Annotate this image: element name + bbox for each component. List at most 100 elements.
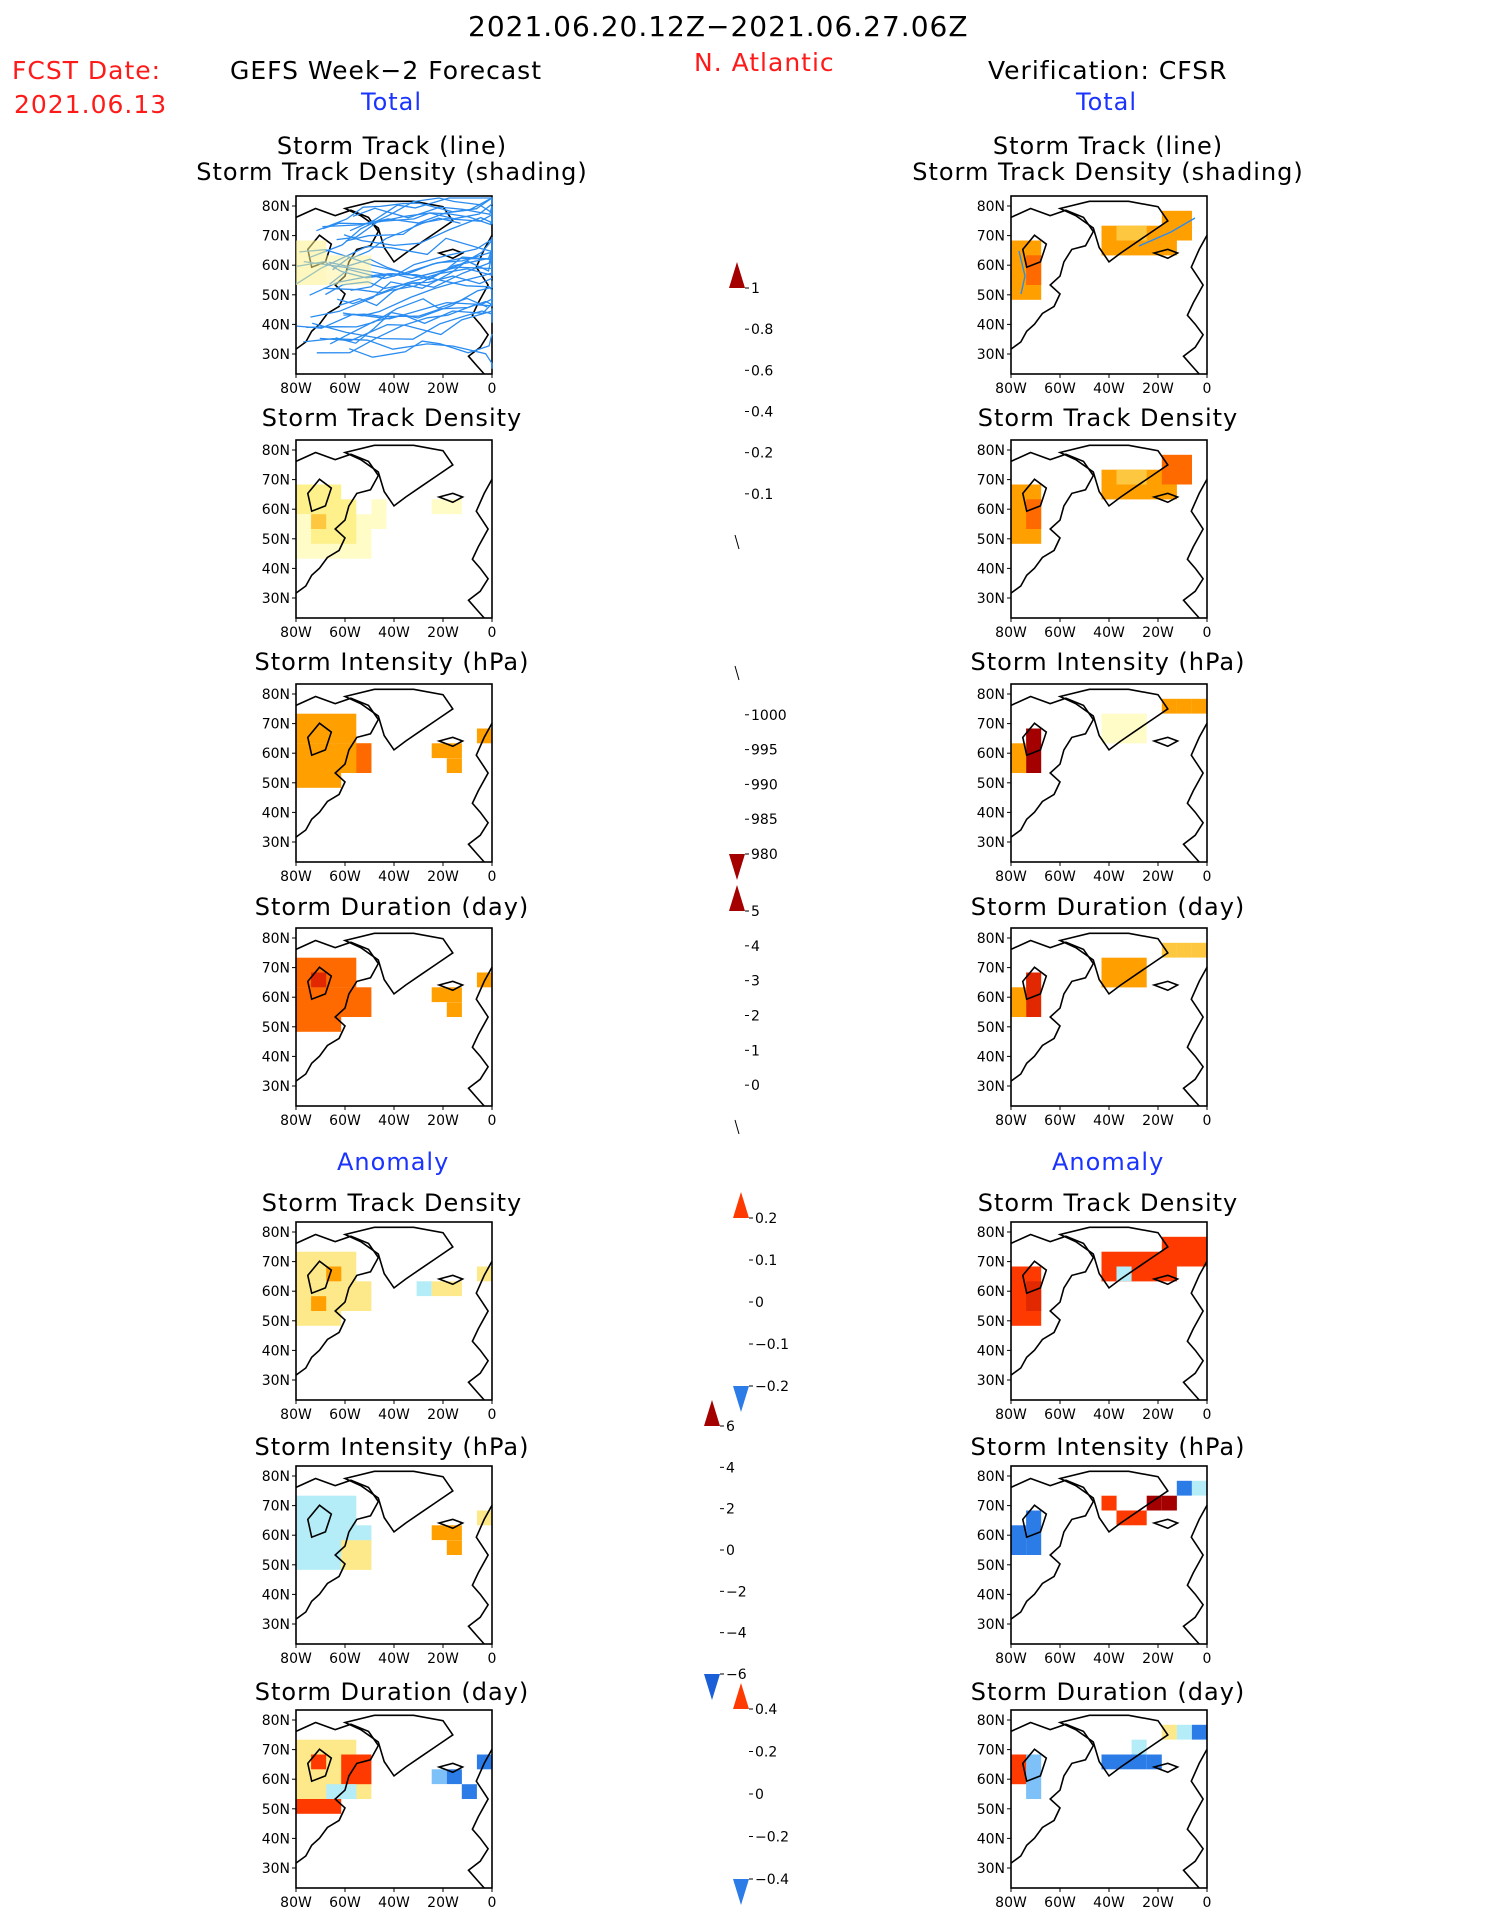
right-column-title: Verification: CFSR xyxy=(988,56,1228,85)
svg-text:30N: 30N xyxy=(977,1861,1005,1877)
svg-text:1: 1 xyxy=(751,281,760,297)
right-total-label: Total xyxy=(1076,88,1138,116)
svg-text:30N: 30N xyxy=(977,1079,1005,1095)
svg-text:80W: 80W xyxy=(995,1651,1027,1667)
left-track-line-title: Storm Track (line) xyxy=(276,132,508,160)
svg-text:80N: 80N xyxy=(262,1225,290,1241)
svg-text:80W: 80W xyxy=(280,625,312,641)
svg-text:30N: 30N xyxy=(977,591,1005,607)
svg-text:70N: 70N xyxy=(262,1743,290,1759)
svg-text:80N: 80N xyxy=(262,199,290,215)
svg-text:30N: 30N xyxy=(262,1861,290,1877)
svg-text:4: 4 xyxy=(726,1460,735,1476)
svg-text:40W: 40W xyxy=(378,381,410,397)
right-map-total-intensity: 80N 70N 60N 50N 40N 30N 80W 60W 40W 20W 0 xyxy=(977,683,1211,885)
svg-text:0.2: 0.2 xyxy=(755,1211,777,1227)
svg-text:0: 0 xyxy=(726,1543,735,1559)
svg-text:0: 0 xyxy=(1203,1113,1212,1129)
right-map-anom-duration: 80N 70N 60N 50N 40N 30N 80W 60W 40W 20W 0 xyxy=(977,1709,1212,1911)
svg-text:50N: 50N xyxy=(977,288,1005,304)
svg-text:80W: 80W xyxy=(995,869,1027,885)
svg-text:0.2: 0.2 xyxy=(751,446,773,462)
svg-text:80W: 80W xyxy=(280,381,312,397)
svg-text:50N: 50N xyxy=(262,532,290,548)
svg-text:0: 0 xyxy=(488,869,497,885)
svg-text:−0.2: −0.2 xyxy=(755,1379,789,1395)
svg-text:50N: 50N xyxy=(262,1558,290,1574)
svg-text:70N: 70N xyxy=(977,717,1005,733)
right-map-total-density: 80N 70N 60N 50N 40N 30N 80W 60W 40W 20W 0 xyxy=(977,439,1211,641)
svg-text:80N: 80N xyxy=(262,1713,290,1729)
svg-text:70N: 70N xyxy=(977,229,1005,245)
svg-text:20W: 20W xyxy=(427,1113,459,1129)
right-track-shading-title: Storm Track Density (shading) xyxy=(912,158,1304,186)
svg-text:70N: 70N xyxy=(262,1255,290,1271)
svg-text:30N: 30N xyxy=(262,835,290,851)
svg-text:50N: 50N xyxy=(262,1802,290,1818)
svg-text:40W: 40W xyxy=(1093,625,1125,641)
right-anomaly-label: Anomaly xyxy=(1052,1148,1165,1176)
svg-text:60W: 60W xyxy=(1044,1113,1076,1129)
right-total-duration-title: Storm Duration (day) xyxy=(970,893,1246,921)
svg-text:80N: 80N xyxy=(977,1469,1005,1485)
svg-text:0.4: 0.4 xyxy=(751,405,773,421)
svg-text:0: 0 xyxy=(1203,1407,1212,1423)
svg-text:60N: 60N xyxy=(977,746,1005,762)
svg-text:0: 0 xyxy=(1203,1895,1212,1911)
svg-text:0: 0 xyxy=(1203,381,1212,397)
left-map-track: 80N 70N 60N 50N 40N 30N 80W 60W 40W 20W 0 xyxy=(262,195,497,397)
svg-text:50N: 50N xyxy=(977,1314,1005,1330)
svg-text:5: 5 xyxy=(751,904,760,920)
svg-text:80N: 80N xyxy=(262,443,290,459)
left-total-density-title: Storm Track Density xyxy=(261,404,523,432)
svg-text:70N: 70N xyxy=(262,229,290,245)
svg-text:80W: 80W xyxy=(995,1895,1027,1911)
right-anom-density-title: Storm Track Density xyxy=(977,1189,1239,1217)
svg-text:80N: 80N xyxy=(977,443,1005,459)
svg-text:50N: 50N xyxy=(262,776,290,792)
svg-text:40W: 40W xyxy=(1093,869,1125,885)
svg-text:80W: 80W xyxy=(995,1407,1027,1423)
svg-text:60N: 60N xyxy=(262,990,290,1006)
svg-text:60N: 60N xyxy=(977,990,1005,1006)
svg-text:60W: 60W xyxy=(329,1113,361,1129)
svg-text:40N: 40N xyxy=(262,1587,290,1603)
svg-text:40N: 40N xyxy=(977,1049,1005,1065)
svg-text:80N: 80N xyxy=(977,1713,1005,1729)
svg-text:40W: 40W xyxy=(1093,1407,1125,1423)
svg-text:20W: 20W xyxy=(1142,1113,1174,1129)
svg-text:40N: 40N xyxy=(262,1831,290,1847)
svg-text:70N: 70N xyxy=(262,1499,290,1515)
svg-text:60W: 60W xyxy=(329,1895,361,1911)
left-map-total-duration: 80N 70N 60N 50N 40N 30N 80W 60W 40W 20W 0 xyxy=(262,927,497,1129)
svg-text:60W: 60W xyxy=(329,1651,361,1667)
svg-text:40N: 40N xyxy=(262,561,290,577)
svg-text:60W: 60W xyxy=(1044,869,1076,885)
svg-text:30N: 30N xyxy=(262,1617,290,1633)
svg-text:60N: 60N xyxy=(977,1772,1005,1788)
svg-text:60W: 60W xyxy=(329,381,361,397)
svg-text:80N: 80N xyxy=(977,931,1005,947)
fcst-date-label: FCST Date: xyxy=(12,56,162,85)
svg-text:80W: 80W xyxy=(280,1895,312,1911)
svg-text:80W: 80W xyxy=(995,1113,1027,1129)
svg-text:60N: 60N xyxy=(262,258,290,274)
svg-text:980: 980 xyxy=(751,847,778,863)
svg-text:0: 0 xyxy=(488,381,497,397)
svg-text:50N: 50N xyxy=(977,532,1005,548)
storm-track-lines xyxy=(295,196,493,369)
svg-text:−0.2: −0.2 xyxy=(755,1830,789,1846)
svg-text:20W: 20W xyxy=(1142,1895,1174,1911)
svg-text:0: 0 xyxy=(755,1787,764,1803)
svg-text:0: 0 xyxy=(488,1113,497,1129)
left-map-anom-duration: 80N 70N 60N 50N 40N 30N 80W 60W 40W 20W 0 xyxy=(262,1709,496,1911)
svg-text:−0.4: −0.4 xyxy=(755,1872,789,1888)
svg-text:995: 995 xyxy=(751,743,778,759)
svg-text:70N: 70N xyxy=(262,717,290,733)
svg-text:80N: 80N xyxy=(977,1225,1005,1241)
svg-text:50N: 50N xyxy=(262,1314,290,1330)
svg-text:3: 3 xyxy=(751,974,760,990)
svg-text:20W: 20W xyxy=(1142,1651,1174,1667)
svg-text:60N: 60N xyxy=(262,1528,290,1544)
right-map-anom-intensity: 80N 70N 60N 50N 40N 30N 80W 60W 40W 20W 0 xyxy=(977,1465,1211,1667)
